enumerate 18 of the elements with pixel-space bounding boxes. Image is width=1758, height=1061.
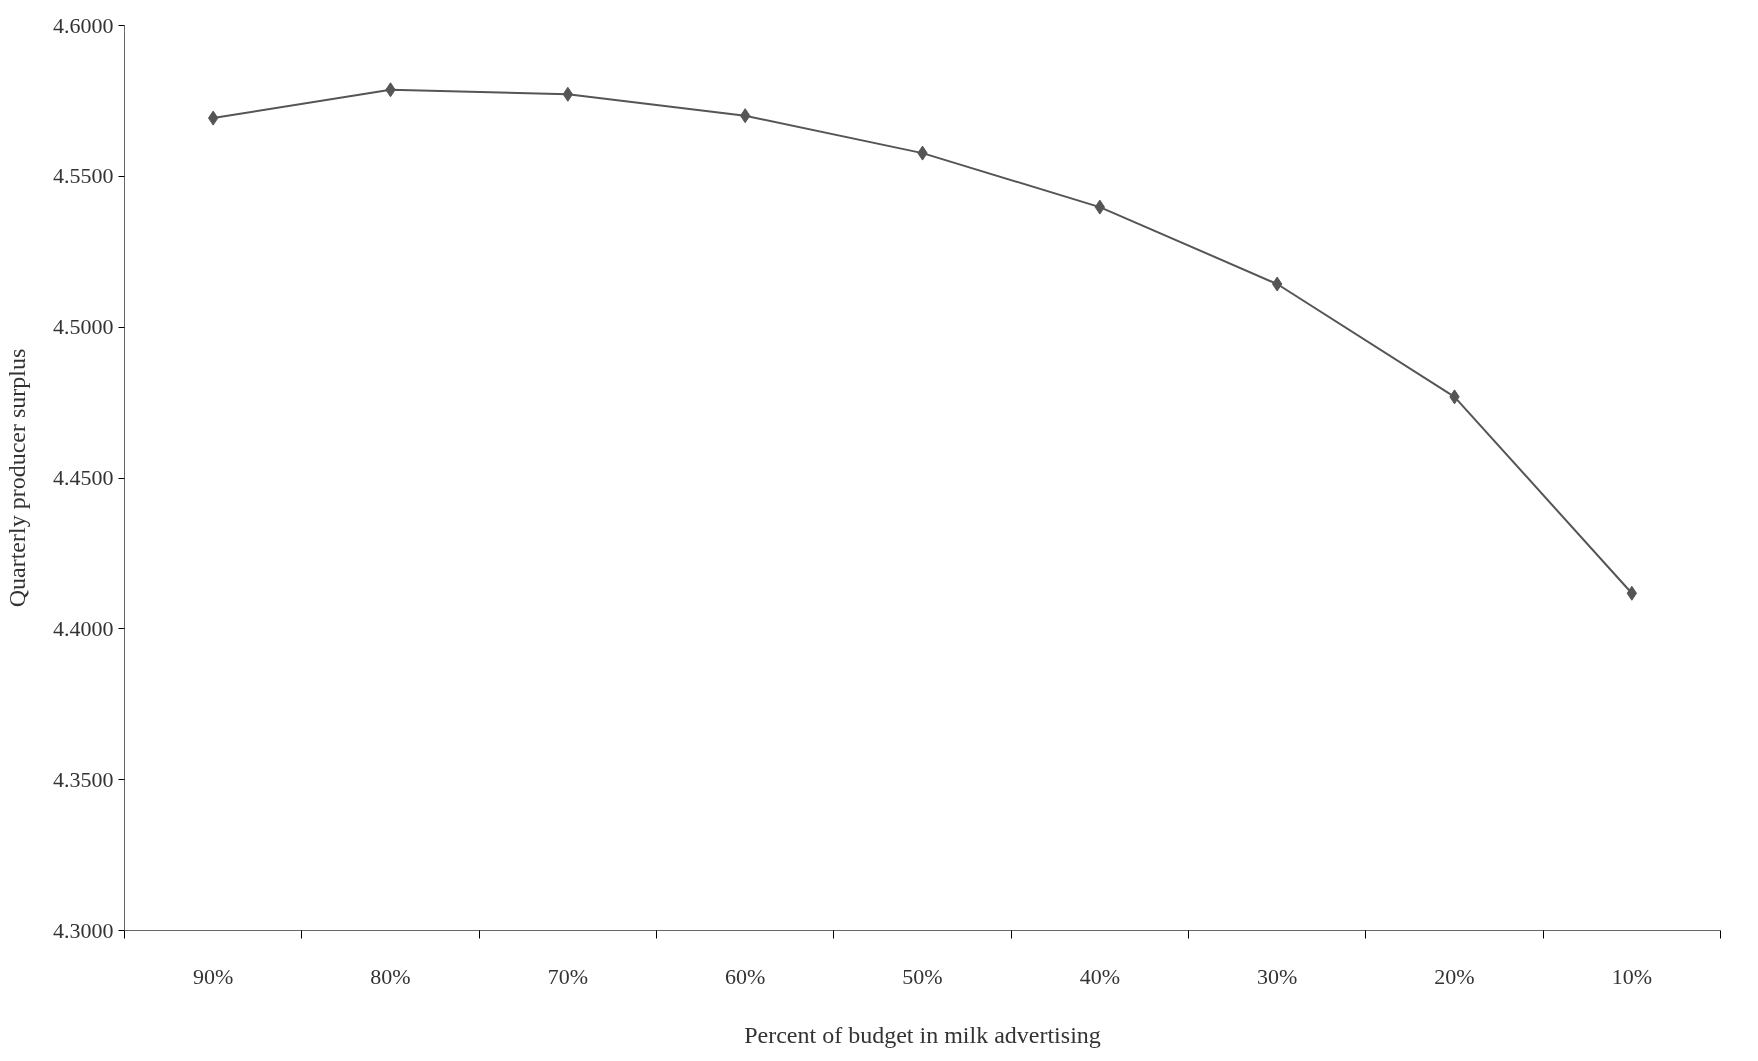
x-tick-label: 30% [1257, 963, 1298, 989]
y-tick-label: 4.3000 [53, 917, 114, 943]
y-axis-title: Quarterly producer surplus [4, 348, 30, 608]
x-tick-label: 10% [1611, 963, 1652, 989]
y-tick-label: 4.5000 [53, 314, 114, 340]
y-tick-label: 4.4000 [53, 615, 114, 641]
x-tick-label: 40% [1079, 963, 1120, 989]
x-tick-label: 90% [193, 963, 234, 989]
x-tick-label: 60% [725, 963, 766, 989]
y-tick-label: 4.4500 [53, 465, 114, 490]
x-tick-label: 50% [902, 963, 943, 989]
x-tick-label: 20% [1434, 963, 1475, 989]
x-axis-title: Percent of budget in milk advertising [744, 1021, 1101, 1048]
x-tick-label: 80% [370, 963, 411, 989]
y-tick-label: 4.6000 [53, 12, 114, 38]
y-tick-label: 4.5500 [53, 163, 114, 189]
x-tick-label: 70% [547, 963, 588, 989]
y-tick-label: 4.3500 [53, 766, 114, 792]
